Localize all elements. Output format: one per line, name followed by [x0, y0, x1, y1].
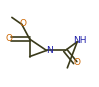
Text: O: O [20, 19, 27, 28]
Text: O: O [74, 58, 81, 67]
Text: NH: NH [73, 36, 86, 45]
Text: N: N [46, 46, 52, 55]
Text: O: O [6, 34, 13, 43]
